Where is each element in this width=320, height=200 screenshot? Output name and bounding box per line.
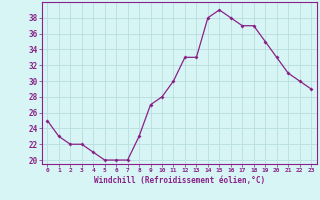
X-axis label: Windchill (Refroidissement éolien,°C): Windchill (Refroidissement éolien,°C) xyxy=(94,176,265,185)
